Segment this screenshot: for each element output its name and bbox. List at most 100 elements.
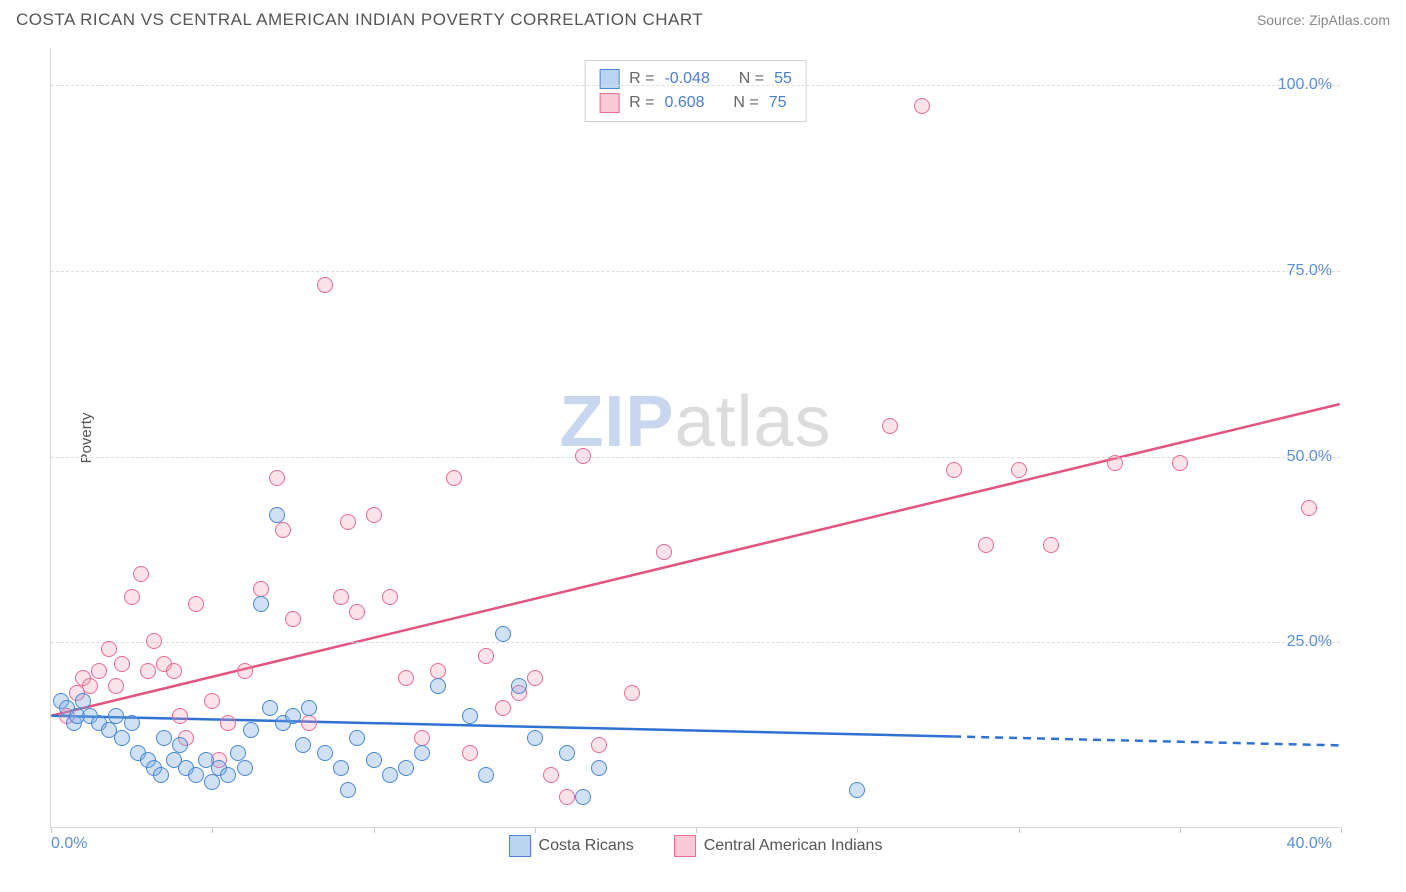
x-tick-mark (1341, 827, 1342, 833)
data-point (340, 782, 356, 798)
y-tick-label: 25.0% (1287, 633, 1332, 651)
data-point (1043, 537, 1059, 553)
data-point (559, 789, 575, 805)
data-point (253, 581, 269, 597)
y-tick-label: 50.0% (1287, 448, 1332, 466)
data-point (882, 418, 898, 434)
data-point (1011, 462, 1027, 478)
x-tick-mark (374, 827, 375, 833)
legend-swatch-blue-icon (509, 835, 531, 857)
data-point (269, 507, 285, 523)
data-point (978, 537, 994, 553)
data-point (382, 589, 398, 605)
n-value-blue: 55 (774, 67, 792, 91)
data-point (366, 752, 382, 768)
data-point (946, 462, 962, 478)
data-point (269, 470, 285, 486)
data-point (398, 760, 414, 776)
data-point (188, 596, 204, 612)
data-point (153, 767, 169, 783)
data-point (656, 544, 672, 560)
scatter-chart: Poverty ZIPatlas R = -0.048 N = 55 R = 0… (50, 48, 1340, 828)
swatch-pink-icon (599, 93, 619, 113)
gridline (51, 85, 1340, 86)
data-point (124, 589, 140, 605)
data-point (285, 708, 301, 724)
legend-item-blue: Costa Ricans (509, 835, 634, 857)
y-tick-label: 75.0% (1287, 262, 1332, 280)
trend-lines (51, 48, 1340, 827)
data-point (301, 715, 317, 731)
data-point (253, 596, 269, 612)
data-point (146, 633, 162, 649)
data-point (398, 670, 414, 686)
r-value-blue: -0.048 (664, 67, 709, 91)
x-tick-max: 40.0% (1287, 835, 1332, 853)
data-point (237, 663, 253, 679)
data-point (1172, 455, 1188, 471)
stats-row-blue: R = -0.048 N = 55 (599, 67, 792, 91)
data-point (382, 767, 398, 783)
data-point (575, 789, 591, 805)
legend-item-pink: Central American Indians (674, 835, 883, 857)
data-point (237, 760, 253, 776)
data-point (414, 730, 430, 746)
data-point (462, 708, 478, 724)
x-tick-min: 0.0% (51, 835, 87, 853)
data-point (511, 678, 527, 694)
data-point (478, 648, 494, 664)
data-point (849, 782, 865, 798)
data-point (414, 745, 430, 761)
legend-label-pink: Central American Indians (704, 837, 883, 855)
data-point (527, 670, 543, 686)
data-point (527, 730, 543, 746)
data-point (446, 470, 462, 486)
data-point (220, 715, 236, 731)
data-point (317, 277, 333, 293)
correlation-stats-box: R = -0.048 N = 55 R = 0.608 N = 75 (584, 60, 807, 122)
data-point (1107, 455, 1123, 471)
data-point (166, 663, 182, 679)
data-point (317, 745, 333, 761)
data-point (333, 760, 349, 776)
data-point (575, 448, 591, 464)
data-point (156, 730, 172, 746)
n-value-pink: 75 (769, 91, 787, 115)
x-tick-mark (1180, 827, 1181, 833)
gridline (51, 642, 1340, 643)
x-tick-mark (535, 827, 536, 833)
data-point (591, 737, 607, 753)
data-point (591, 760, 607, 776)
data-point (1301, 500, 1317, 516)
data-point (349, 604, 365, 620)
data-point (188, 767, 204, 783)
data-point (108, 678, 124, 694)
source-attribution: Source: ZipAtlas.com (1257, 12, 1390, 28)
data-point (559, 745, 575, 761)
data-point (914, 98, 930, 114)
data-point (430, 678, 446, 694)
data-point (82, 678, 98, 694)
data-point (172, 708, 188, 724)
data-point (543, 767, 559, 783)
data-point (243, 722, 259, 738)
data-point (75, 693, 91, 709)
data-point (340, 514, 356, 530)
data-point (101, 641, 117, 657)
data-point (124, 715, 140, 731)
data-point (262, 700, 278, 716)
r-value-pink: 0.608 (664, 91, 704, 115)
data-point (275, 522, 291, 538)
data-point (478, 767, 494, 783)
data-point (114, 656, 130, 672)
data-point (220, 767, 236, 783)
y-axis-label: Poverty (78, 412, 95, 463)
data-point (91, 663, 107, 679)
data-point (349, 730, 365, 746)
data-point (495, 626, 511, 642)
data-point (462, 745, 478, 761)
stats-row-pink: R = 0.608 N = 75 (599, 91, 792, 115)
data-point (430, 663, 446, 679)
data-point (301, 700, 317, 716)
data-point (285, 611, 301, 627)
